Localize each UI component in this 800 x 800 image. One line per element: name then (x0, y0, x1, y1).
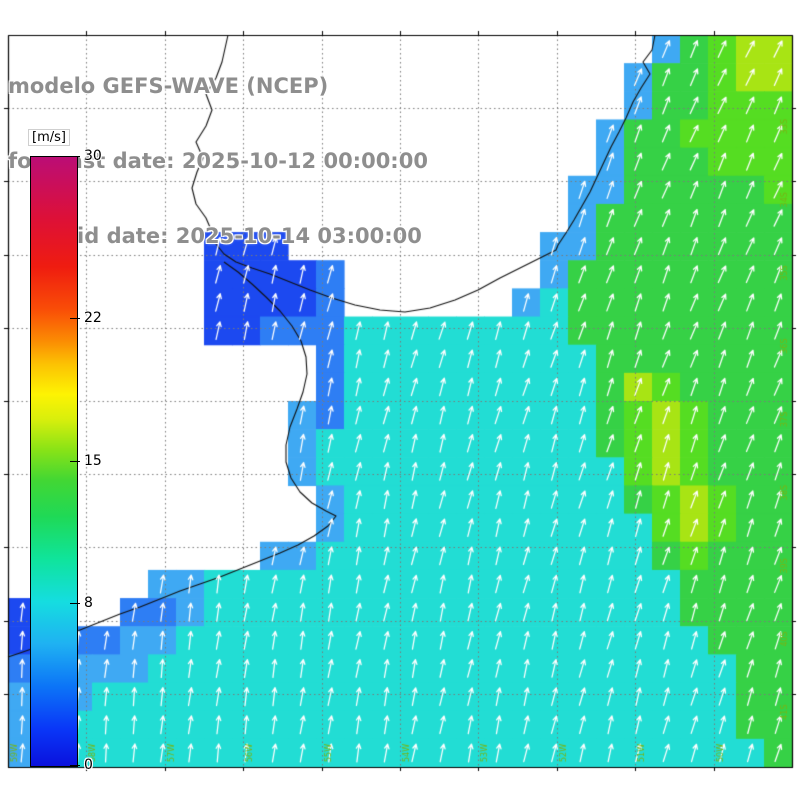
model-title: modelo GEFS-WAVE (NCEP) (8, 74, 329, 98)
forecast-date: forecast date: 2025-10-12 00:00:00 (8, 149, 428, 173)
valid-date: valid date: 2025-10-14 03:00:00 (42, 224, 422, 248)
forecast-header: modelo GEFS-WAVE (NCEP) forecast date: 2… (8, 24, 428, 299)
